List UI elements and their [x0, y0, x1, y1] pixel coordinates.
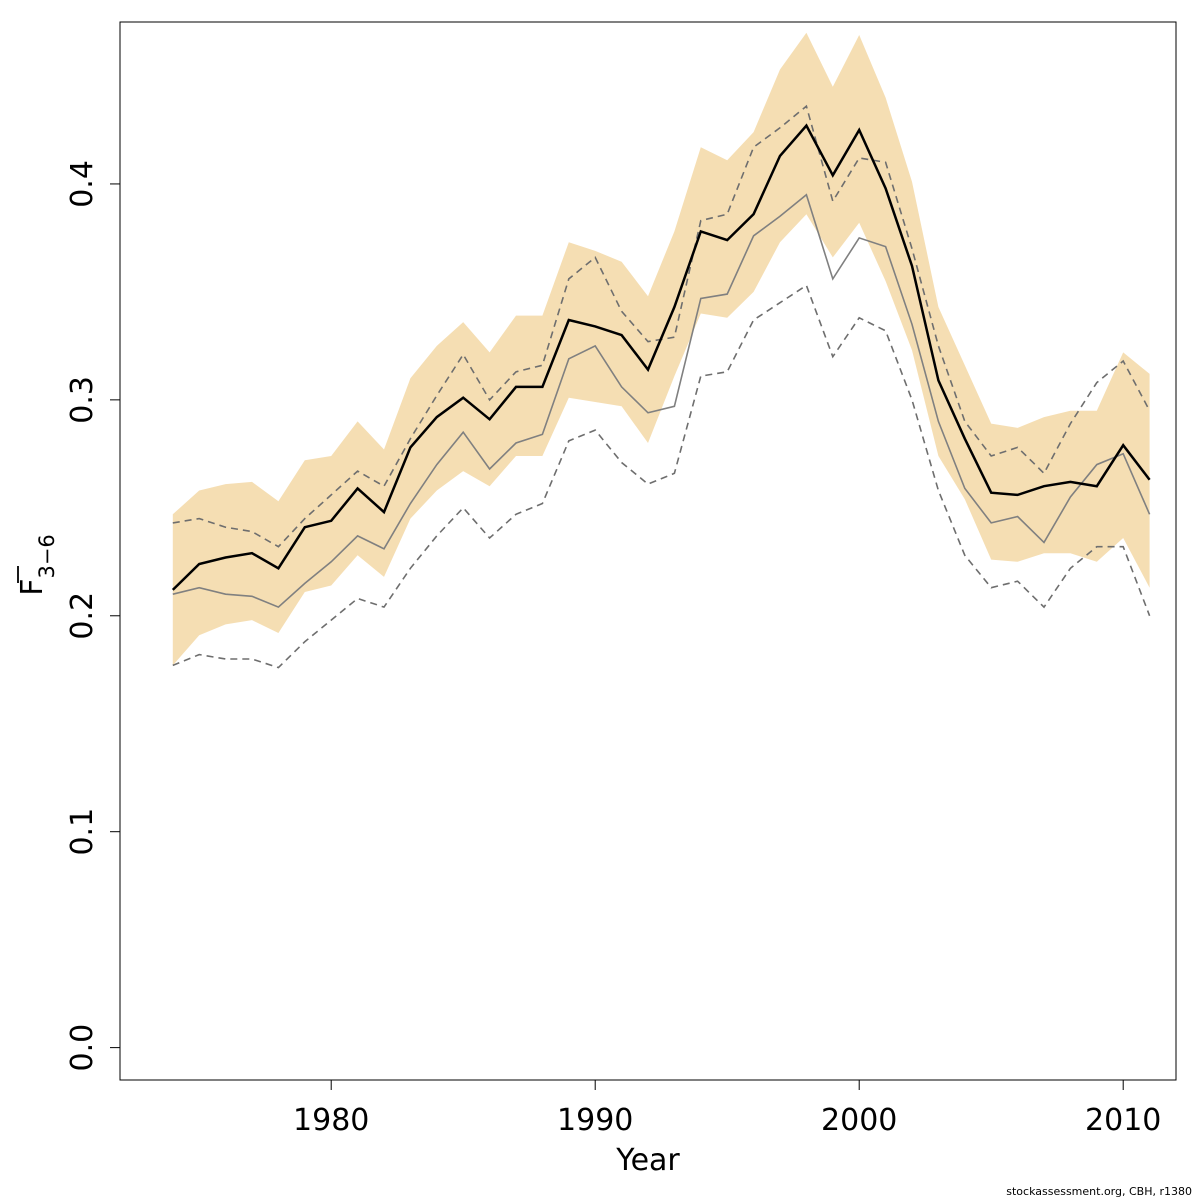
plot-frame [119, 21, 1177, 1081]
x-tick-label: 2010 [1085, 1103, 1161, 1138]
y-tick-label: 0.0 [65, 1024, 100, 1072]
confidence-band-layer [172, 32, 1150, 666]
confidence-band [172, 32, 1150, 666]
series-line-solid-black-0 [171, 123, 1151, 591]
x-tick-label: 1990 [557, 1103, 633, 1138]
y-tick-label: 0.2 [65, 592, 100, 640]
x-axis: 1980 1990 2000 2010 [293, 1080, 1161, 1138]
y-tick-label: 0.3 [65, 376, 100, 424]
x-tick-label: 2000 [821, 1103, 897, 1138]
x-axis-title: Year [615, 1143, 680, 1178]
series-line-solid-grey-1 [172, 193, 1151, 609]
y-axis: 0.0 0.1 0.2 0.3 0.4 [65, 160, 120, 1071]
svg-text:F3−6: F3−6 [15, 534, 59, 596]
y-axis-title-subscript: 3−6 [35, 534, 59, 578]
y-axis-title-main: F [15, 579, 50, 596]
series-line-dashed-grey-3 [172, 284, 1151, 669]
y-tick-label: 0.4 [65, 160, 100, 208]
footnote: stockassessment.org, CBH, r1380 [1006, 1185, 1192, 1198]
series-lines-layer [171, 104, 1151, 669]
y-axis-title: F3−6 [15, 534, 59, 596]
x-tick-label: 1980 [293, 1103, 369, 1138]
y-tick-label: 0.1 [65, 808, 100, 856]
